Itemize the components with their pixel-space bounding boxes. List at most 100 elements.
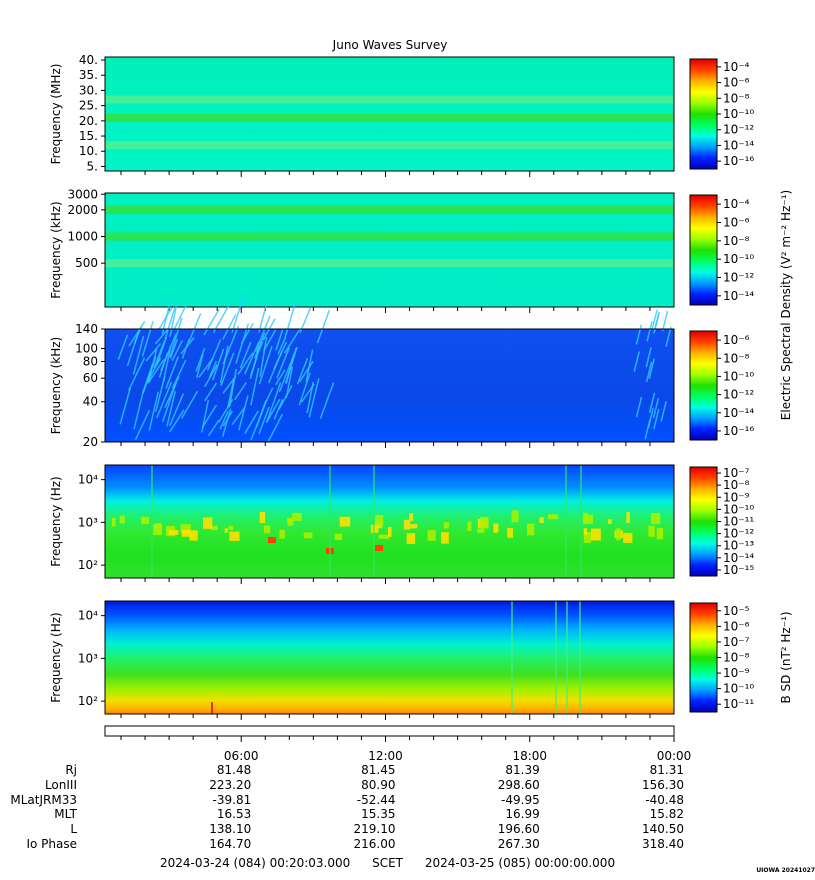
burst-streak bbox=[126, 327, 141, 367]
burst-streak bbox=[660, 401, 667, 422]
burst-streak bbox=[254, 315, 271, 352]
time-system: SCET bbox=[372, 856, 403, 870]
burst-streak bbox=[275, 369, 286, 386]
colorbar-tick-label: 10⁻¹⁰ bbox=[723, 252, 754, 266]
ephemeris-value: 81.45 bbox=[361, 763, 396, 777]
emission-patch bbox=[268, 537, 276, 543]
burst-streak bbox=[646, 321, 653, 342]
burst-streak bbox=[164, 376, 180, 409]
colorbar-tick-label: 10⁻⁶ bbox=[723, 76, 750, 90]
ephemeris-value: 219.10 bbox=[353, 822, 396, 837]
ephemeris-value: 81.31 bbox=[649, 763, 684, 777]
burst-streak bbox=[308, 378, 320, 418]
burst-streak bbox=[148, 358, 165, 383]
panel-4: 10⁴ 10³ 10² Frequency (Hz) 10⁻⁷10⁻⁸10⁻⁹10⁻¹⁰… bbox=[49, 464, 754, 584]
emission-patch bbox=[292, 512, 302, 521]
burst-streak bbox=[208, 419, 220, 437]
emission-patch bbox=[584, 514, 593, 524]
emission-patch bbox=[224, 528, 228, 533]
y-axis-label: Frequency (kHz) bbox=[49, 201, 63, 298]
y-axis-label: Frequency (Hz) bbox=[49, 476, 63, 567]
colorbar-tick-label: 10⁻¹⁶ bbox=[723, 154, 754, 168]
ephemeris-value: -49.95 bbox=[501, 792, 540, 807]
burst-streak bbox=[156, 381, 173, 419]
colorbar-tick-label: 10⁻¹⁴ bbox=[723, 406, 754, 420]
ephemeris-value: 164.70 bbox=[209, 837, 252, 851]
burst-streak bbox=[128, 320, 146, 347]
colorbar-tick-label: 10⁻⁶ bbox=[723, 619, 750, 633]
burst-streak bbox=[258, 304, 267, 333]
colorbar-tick-label: 10⁻¹⁰ bbox=[723, 107, 754, 121]
emission-patch bbox=[334, 533, 343, 541]
panel-frame bbox=[104, 464, 675, 579]
burst-streak bbox=[273, 399, 284, 420]
colorbar-tick-label: 10⁻¹² bbox=[723, 388, 754, 402]
colorbar bbox=[689, 466, 718, 577]
emission-patch bbox=[590, 528, 601, 541]
ephemeris-value: 196.60 bbox=[497, 822, 540, 837]
burst-streak bbox=[141, 321, 154, 357]
burst-streak bbox=[154, 328, 169, 345]
colorbar-tick-label: 10⁻⁸ bbox=[723, 234, 750, 248]
burst-streak bbox=[250, 356, 258, 376]
burst-streak bbox=[169, 317, 183, 358]
emission-patch bbox=[119, 515, 125, 524]
colorbar-tick-label: 10⁻⁷ bbox=[723, 635, 750, 649]
burst-streak bbox=[277, 337, 287, 355]
burst-streak bbox=[162, 345, 172, 383]
burst-streak bbox=[221, 408, 232, 438]
y-tick-label: 1000 bbox=[67, 230, 98, 244]
ephemeris-row: L 138.10 219.10 196.60 140.50 bbox=[0, 822, 700, 836]
ephemeris-label: Io Phase bbox=[26, 837, 77, 851]
burst-streak bbox=[240, 323, 254, 345]
ephemeris-value: 267.30 bbox=[497, 837, 540, 851]
burst-streak bbox=[661, 310, 669, 332]
time-tick-label: 18:00 bbox=[512, 749, 547, 763]
panel-2: 3000 2000 1000 500 Frequency (kHz) 10⁻⁴ 10⁻⁶ 10… bbox=[49, 187, 754, 313]
emission-patch bbox=[650, 513, 661, 525]
burst-streak bbox=[212, 304, 230, 333]
chart-title: Juno Waves Survey bbox=[332, 38, 448, 52]
burst-streak bbox=[228, 368, 238, 408]
time-axis-frame bbox=[104, 725, 675, 737]
burst-streak bbox=[652, 398, 660, 419]
burst-streak bbox=[158, 352, 169, 378]
burst-streak bbox=[263, 329, 277, 352]
burst-streak bbox=[222, 375, 237, 394]
y-tick-label: 60 bbox=[83, 371, 98, 385]
burst-streak bbox=[276, 347, 290, 379]
burst-streak bbox=[208, 360, 218, 378]
burst-streak bbox=[145, 342, 162, 362]
y-tick-label: 80 bbox=[83, 354, 98, 368]
burst-streak bbox=[319, 382, 335, 419]
y-tick-label: 10⁴ bbox=[78, 609, 98, 623]
burst-streak bbox=[267, 350, 283, 384]
ephemeris-value: -52.44 bbox=[356, 792, 396, 807]
colorbar-tick-label: 10⁻¹⁴ bbox=[723, 551, 754, 565]
burst-streak bbox=[244, 410, 259, 435]
burst-streak bbox=[231, 406, 246, 426]
burst-streak bbox=[201, 399, 210, 433]
burst-streak bbox=[201, 404, 218, 429]
burst-streak bbox=[647, 407, 654, 429]
burst-streak bbox=[635, 324, 643, 345]
burst-streak bbox=[153, 340, 166, 369]
burst-streak bbox=[165, 356, 180, 389]
burst-streak bbox=[645, 347, 652, 368]
burst-streak bbox=[148, 391, 159, 431]
burst-streak bbox=[169, 338, 179, 359]
y-tick-label: 500 bbox=[75, 256, 98, 270]
colorbar-tick-label: 10⁻¹⁶ bbox=[723, 424, 754, 438]
burst-streak bbox=[635, 396, 643, 418]
burst-streak bbox=[119, 387, 132, 425]
burst-streak bbox=[278, 385, 293, 410]
y-tick-label: 25. bbox=[79, 99, 98, 113]
colorbar-tick-label: 10⁻¹⁰ bbox=[723, 682, 754, 696]
burst-streak bbox=[222, 314, 237, 340]
colorbar-tick-label: 10⁻⁵ bbox=[723, 604, 750, 618]
burst-streak bbox=[164, 307, 176, 340]
ephemeris-value: 81.39 bbox=[505, 763, 540, 777]
ephemeris-row: Io Phase 164.70 216.00 267.30 318.40 bbox=[0, 837, 700, 851]
burst-streak bbox=[275, 329, 284, 351]
colorbar-tick-label: 10⁻¹³ bbox=[723, 539, 754, 553]
